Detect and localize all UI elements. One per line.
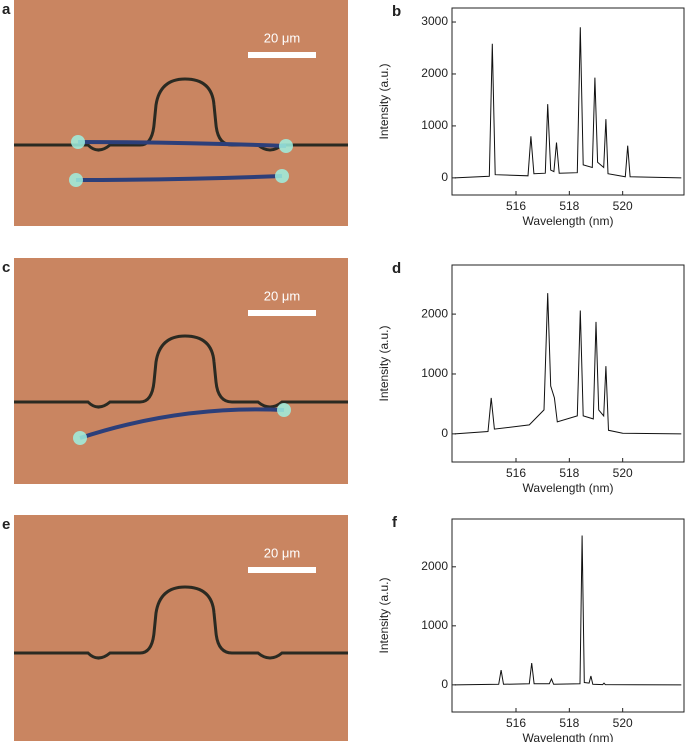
micrograph: 20 μm e	[2, 135, 348, 741]
emission-spot	[275, 169, 289, 183]
scale-bar-label: 20 μm	[264, 288, 300, 303]
x-tick-label: 518	[559, 466, 579, 480]
nanowire	[79, 407, 285, 440]
y-axis-label: Intensity (a.u.)	[377, 63, 391, 139]
x-axis-label: Wavelength (nm)	[523, 731, 614, 742]
y-axis-label: Intensity (a.u.)	[377, 577, 391, 653]
y-tick-label: 1000	[421, 118, 448, 132]
waveguide	[14, 585, 348, 660]
plot-frame	[451, 7, 685, 196]
panel-label: f	[392, 514, 398, 531]
y-tick-label: 1000	[421, 366, 448, 380]
x-tick-label: 516	[506, 466, 526, 480]
spectrum-line	[454, 535, 682, 686]
panel-label: c	[2, 259, 10, 276]
scale-bar	[248, 52, 316, 58]
spectrum-line	[454, 293, 682, 435]
panel-label: a	[2, 1, 11, 18]
micrograph: 20 μm c	[2, 258, 348, 484]
micrograph-bg	[14, 0, 348, 226]
y-tick-label: 2000	[421, 306, 448, 320]
y-tick-label: 3000	[421, 14, 448, 28]
x-axis-label: Wavelength (nm)	[523, 481, 614, 495]
emission-spot	[71, 135, 85, 149]
x-tick-label: 520	[613, 199, 633, 213]
plot-frame	[451, 518, 685, 713]
y-tick-label: 0	[441, 426, 448, 440]
spectrum-line	[454, 27, 682, 179]
x-tick-label: 518	[559, 199, 579, 213]
panel-label: d	[392, 260, 401, 277]
panel-label: b	[392, 3, 401, 20]
y-tick-label: 0	[441, 677, 448, 691]
y-tick-label: 1000	[421, 618, 448, 632]
x-tick-label: 516	[506, 199, 526, 213]
y-axis-label: Intensity (a.u.)	[377, 325, 391, 401]
scale-bar-label: 20 μm	[264, 545, 300, 560]
x-tick-label: 520	[613, 716, 633, 730]
x-axis-label: Wavelength (nm)	[523, 214, 614, 228]
y-tick-label: 2000	[421, 66, 448, 80]
panel-label: e	[2, 516, 10, 533]
x-tick-label: 520	[613, 466, 633, 480]
micrograph-bg	[14, 515, 348, 741]
micrograph-bg	[14, 258, 348, 484]
plot-frame	[451, 264, 685, 463]
emission-spot	[277, 403, 291, 417]
scale-bar	[248, 567, 316, 573]
emission-spot	[73, 431, 87, 445]
y-tick-label: 0	[441, 170, 448, 184]
x-tick-label: 516	[506, 716, 526, 730]
emission-spot	[69, 173, 83, 187]
nanowire	[75, 174, 283, 182]
emission-spot	[279, 139, 293, 153]
nanowire	[77, 140, 287, 148]
scale-bar	[248, 310, 316, 316]
scale-bar-label: 20 μm	[264, 30, 300, 45]
y-tick-label: 2000	[421, 559, 448, 573]
x-tick-label: 518	[559, 716, 579, 730]
micrograph: 20 μm a	[2, 0, 348, 226]
waveguide	[14, 334, 348, 409]
